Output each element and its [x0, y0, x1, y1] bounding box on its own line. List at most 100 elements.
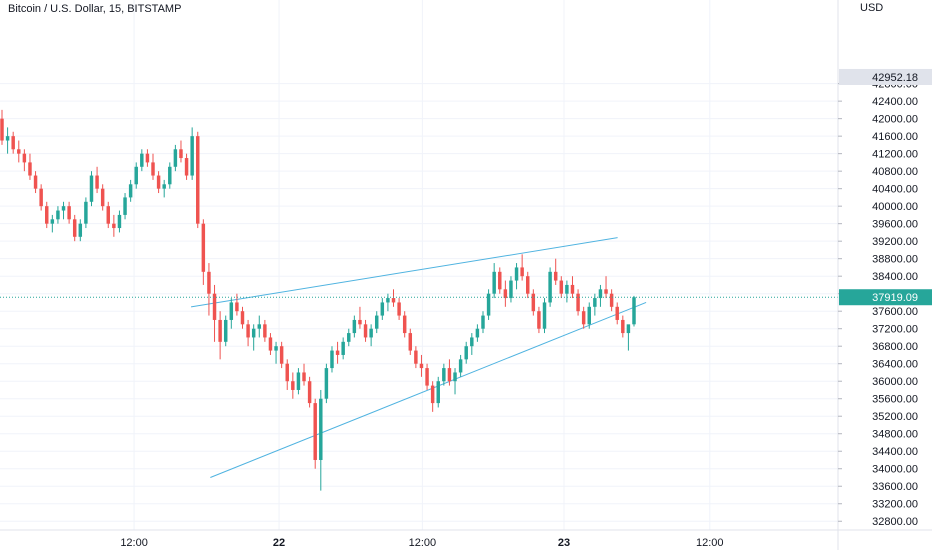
candle [498, 267, 502, 294]
candle-body [95, 175, 99, 189]
candle [341, 337, 345, 360]
candle [89, 171, 94, 207]
candle [156, 171, 161, 194]
candle-body [117, 214, 122, 229]
candle-body [464, 346, 468, 360]
candle-body [419, 363, 424, 369]
candle [179, 140, 183, 163]
candle-body [268, 337, 273, 351]
candle-body [168, 166, 172, 185]
price-tick-label: 36800.00 [872, 341, 918, 353]
candle [447, 359, 452, 386]
candle [223, 315, 228, 347]
price-tick-label: 33600.00 [872, 481, 918, 493]
candle [17, 140, 21, 163]
candle [553, 258, 558, 285]
candle-body [330, 350, 334, 369]
candle [503, 280, 508, 307]
candle [475, 324, 480, 342]
candle [335, 341, 340, 364]
candle [229, 298, 234, 329]
candle-body [458, 359, 463, 373]
candle [173, 144, 178, 172]
candle [190, 127, 194, 180]
candle [436, 376, 440, 408]
candle-body [78, 223, 83, 237]
candle [453, 368, 457, 395]
candle-body [542, 302, 547, 329]
candle [0, 109, 4, 145]
candle [140, 149, 144, 172]
candle [430, 381, 435, 412]
candle-body [520, 267, 524, 277]
candle [626, 324, 631, 351]
candle-body [358, 319, 362, 325]
price-tag-bg [839, 289, 932, 306]
currency-label[interactable]: USD [860, 2, 884, 14]
candle [470, 333, 474, 355]
candle [486, 289, 491, 320]
candle [50, 214, 55, 233]
candle [285, 359, 289, 390]
candle-body [179, 149, 183, 159]
price-tick-label: 35200.00 [872, 411, 918, 423]
candle-body [442, 368, 446, 382]
candle-body [307, 381, 312, 404]
candle-body [570, 284, 575, 294]
candle-body [593, 298, 597, 307]
candle-body [84, 201, 88, 224]
candle [408, 328, 413, 355]
candle [581, 306, 586, 329]
candle [526, 271, 530, 299]
candle-body [39, 188, 43, 207]
candle [268, 333, 273, 355]
candle-body [128, 184, 133, 198]
candle-body [196, 136, 200, 224]
time-tick-label: 22 [273, 537, 285, 549]
price-tick-label: 36000.00 [872, 376, 918, 388]
time-axis[interactable]: 12:00 22 12:00 23 12:00 [0, 529, 932, 549]
candle [397, 298, 401, 320]
candle-body [296, 372, 301, 390]
candle-body [352, 319, 357, 334]
candle-body [598, 289, 603, 299]
candle [207, 263, 211, 316]
candle-body [17, 149, 21, 154]
price-tick-label: 34400.00 [872, 446, 918, 458]
candle-body [28, 162, 32, 176]
candle-body [548, 271, 552, 303]
candle-body [229, 302, 234, 320]
candle-body [425, 368, 429, 386]
candle-body [156, 175, 161, 189]
candle [291, 372, 295, 399]
price-tick-label: 42400.00 [872, 96, 918, 108]
candle-body [609, 293, 614, 307]
price-tick-label: 41200.00 [872, 149, 918, 161]
price-tick-label: 42000.00 [872, 114, 918, 126]
candle [548, 267, 552, 307]
candle [598, 284, 603, 307]
candle-body [257, 324, 262, 329]
candle [240, 306, 245, 329]
candle [358, 306, 362, 329]
candle [621, 315, 625, 338]
candle-body [565, 284, 569, 294]
price-tick-label: 33200.00 [872, 499, 918, 511]
candle-body [374, 315, 379, 329]
candle [531, 289, 536, 316]
candle [235, 293, 239, 316]
candle-body [235, 302, 239, 312]
candle-body [56, 210, 60, 220]
candle [168, 162, 172, 189]
candle [363, 319, 368, 342]
candle-body [470, 337, 474, 347]
candle [67, 201, 71, 224]
candle [251, 324, 256, 351]
candle-body [61, 206, 66, 211]
candle-body [33, 175, 38, 189]
candle [95, 166, 99, 194]
price-tick-label: 40400.00 [872, 184, 918, 196]
candle [464, 341, 468, 364]
